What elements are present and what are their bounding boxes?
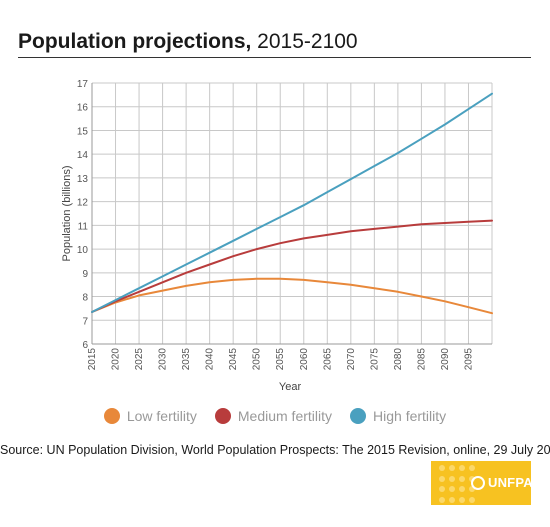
legend-item-low[interactable]: Low fertility [103, 408, 197, 424]
legend-label-medium: Medium fertility [237, 408, 333, 424]
series-line-low [91, 277, 493, 315]
un-emblem-icon [471, 476, 485, 490]
legend-swatch-medium [214, 408, 231, 424]
y-tick-label: 11 [78, 221, 89, 232]
x-tick-label: 2030 [158, 348, 169, 371]
y-tick-label: 10 [77, 245, 89, 256]
y-tick-label: 17 [77, 79, 89, 90]
y-tick-label: 12 [77, 198, 89, 209]
legend-item-high[interactable]: High fertility [350, 408, 446, 424]
y-tick-label: 9 [82, 269, 88, 280]
legend-swatch-high [350, 408, 367, 424]
chart-grid [91, 82, 493, 345]
legend-label-high: High fertility [373, 408, 447, 424]
x-tick-label: 2020 [111, 348, 122, 371]
title-divider [18, 57, 531, 58]
population-chart: 6 7 8 9 10 11 12 13 14 15 16 17 2015 2020 2025 2030 203… [61, 79, 493, 393]
x-tick-label: 2095 [463, 348, 474, 371]
chart-series [91, 92, 493, 315]
legend-label-low: Low fertility [126, 408, 197, 424]
x-tick-label: 2065 [322, 348, 333, 371]
x-tick-label: 2090 [440, 348, 451, 371]
title-bold-part: Population projections, [18, 30, 252, 53]
y-tick-label: 13 [77, 174, 89, 185]
y-tick-label: 8 [82, 293, 88, 304]
x-tick-label: 2060 [299, 348, 310, 371]
logo-dot-pattern [439, 465, 483, 503]
x-tick-label: 2085 [416, 348, 427, 371]
series-line-medium [91, 219, 493, 313]
x-tick-label: 2070 [346, 348, 357, 371]
legend-swatch-low [103, 408, 120, 424]
x-tick-label: 2045 [228, 348, 239, 371]
x-tick-label: 2075 [369, 348, 380, 371]
x-axis-label: Year [279, 381, 302, 393]
x-axis-ticks: 2015 2020 2025 2030 2035 2040 2045 2050 2055 2060… [87, 348, 474, 371]
unfpa-logo: UNFPA [431, 461, 531, 505]
source-note: Source: UN Population Division, World Po… [0, 443, 550, 457]
y-axis-label: Population (billions) [61, 166, 73, 262]
chart-legend: Low fertility Medium fertility High fert… [0, 404, 550, 428]
page-title: Population projections, 2015-2100 [18, 30, 358, 54]
y-tick-label: 7 [82, 316, 88, 327]
y-tick-label: 14 [77, 150, 89, 161]
logo-text: UNFPA [488, 475, 531, 490]
y-tick-label: 16 [77, 103, 89, 114]
legend-item-medium[interactable]: Medium fertility [214, 408, 333, 424]
y-tick-label: 15 [77, 126, 89, 137]
x-tick-label: 2040 [205, 348, 216, 371]
y-axis-ticks: 6 7 8 9 10 11 12 13 14 15 16 17 [77, 79, 89, 351]
x-tick-label: 2055 [275, 348, 286, 371]
x-tick-label: 2015 [87, 348, 98, 371]
x-tick-label: 2050 [252, 348, 263, 371]
y-tick-label: 6 [82, 340, 88, 351]
title-year-range: 2015-2100 [251, 30, 358, 53]
x-tick-label: 2035 [181, 348, 192, 371]
x-tick-label: 2025 [134, 348, 145, 371]
series-line-high [91, 92, 493, 313]
x-tick-label: 2080 [393, 348, 404, 371]
